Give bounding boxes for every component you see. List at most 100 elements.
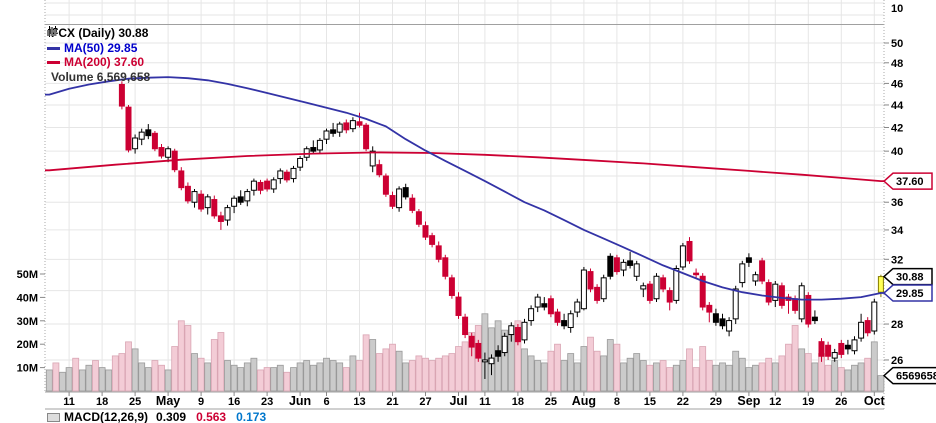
volume-bar bbox=[257, 369, 264, 392]
candle-body bbox=[369, 150, 376, 167]
candle-body bbox=[237, 196, 244, 203]
date-axis-label: 22 bbox=[677, 396, 689, 408]
legend-volume-row: Volume 6,569,658 bbox=[47, 27, 150, 85]
volume-bar bbox=[653, 362, 660, 392]
volume-bar bbox=[422, 357, 429, 392]
volume-bar bbox=[587, 336, 594, 392]
candle-body bbox=[415, 211, 422, 225]
candle-body bbox=[343, 122, 350, 131]
candle-body bbox=[184, 185, 191, 202]
candle-body bbox=[752, 274, 759, 282]
volume-bar bbox=[534, 360, 542, 392]
volume-bar bbox=[78, 369, 86, 392]
volume-bar bbox=[171, 346, 179, 392]
volume-bar bbox=[679, 360, 687, 392]
volume-bar bbox=[72, 357, 80, 392]
volume-bar bbox=[527, 355, 535, 392]
volume-bar bbox=[230, 364, 238, 392]
date-axis-label: 8 bbox=[614, 396, 620, 408]
volume-bar bbox=[382, 348, 390, 392]
price-axis-label: 40 bbox=[891, 146, 903, 158]
candle-body bbox=[567, 313, 574, 329]
candle-body bbox=[699, 275, 706, 308]
date-axis-label: 26 bbox=[835, 396, 847, 408]
volume-bar bbox=[177, 320, 185, 392]
axis-value-tag-text: 37.60 bbox=[896, 176, 924, 188]
price-axis-label: 32 bbox=[891, 254, 903, 266]
candle-body bbox=[389, 195, 396, 207]
price-axis-label: 46 bbox=[891, 78, 903, 90]
candle-body bbox=[422, 225, 429, 238]
legend-symbol-row: FCX (Daily) 30.88 bbox=[47, 26, 150, 41]
candle-body bbox=[264, 180, 271, 190]
date-axis-label: 29 bbox=[710, 396, 722, 408]
volume-bar bbox=[309, 364, 317, 392]
volume-bar bbox=[791, 325, 799, 392]
candle-body bbox=[277, 170, 284, 180]
volume-bar bbox=[375, 353, 383, 392]
candle-body bbox=[851, 339, 858, 352]
candle-body bbox=[838, 342, 845, 355]
volume-bar bbox=[164, 369, 172, 392]
date-axis-label: 21 bbox=[386, 396, 398, 408]
volume-bar bbox=[323, 357, 330, 392]
candle-body bbox=[495, 350, 502, 357]
current-candle-highlighted bbox=[877, 276, 884, 293]
candle-body bbox=[580, 269, 587, 310]
volume-bar bbox=[283, 371, 291, 392]
volume-bar bbox=[118, 353, 126, 392]
chart-legend: FCX (Daily) 30.88 MA(50) 29.85 MA(200) 3… bbox=[47, 26, 150, 84]
date-axis-label: 27 bbox=[419, 396, 431, 408]
axis-value-tag bbox=[882, 172, 933, 190]
volume-bar bbox=[567, 353, 575, 392]
volume-bar bbox=[184, 325, 192, 392]
volume-bar bbox=[316, 362, 324, 392]
top-panel-axis-label: 10 bbox=[891, 3, 903, 15]
axis-value-tag-text: 6569658 bbox=[896, 371, 936, 383]
candle-body bbox=[316, 139, 323, 151]
volume-bar bbox=[606, 339, 614, 392]
candle-body bbox=[719, 318, 726, 327]
candle-body bbox=[488, 357, 495, 365]
candle-body bbox=[178, 170, 185, 189]
volume-bar bbox=[804, 353, 812, 392]
candle-body bbox=[376, 164, 383, 176]
volume-bar bbox=[521, 348, 528, 392]
date-axis-label: 13 bbox=[353, 396, 365, 408]
candle-body bbox=[462, 316, 469, 336]
volume-bar bbox=[672, 364, 680, 392]
volume-axis-label: 10M bbox=[17, 363, 38, 375]
candle-body bbox=[442, 257, 449, 277]
candle-body bbox=[686, 240, 693, 262]
volume-bar bbox=[389, 343, 396, 392]
volume-bar bbox=[540, 362, 548, 392]
candle-body bbox=[798, 285, 805, 320]
candle-body bbox=[165, 148, 172, 158]
candle-body bbox=[151, 132, 158, 150]
volume-bar bbox=[692, 367, 700, 392]
candle-body bbox=[712, 313, 719, 323]
volume-bar bbox=[738, 357, 746, 392]
candle-body bbox=[283, 171, 290, 181]
candle-body bbox=[455, 296, 462, 316]
candle-body bbox=[382, 175, 389, 195]
volume-bar bbox=[276, 364, 284, 392]
volume-bar bbox=[144, 367, 152, 392]
date-axis-label: 12 bbox=[769, 396, 781, 408]
volume-bar bbox=[778, 355, 786, 392]
date-axis-label: 19 bbox=[802, 396, 814, 408]
candle-body bbox=[620, 261, 627, 271]
volume-bar bbox=[45, 369, 53, 392]
symbol-label: FCX (Daily) 30.88 bbox=[51, 26, 149, 40]
price-axis-label: 36 bbox=[891, 197, 903, 209]
candle-body bbox=[732, 288, 739, 320]
date-axis-label: 18 bbox=[96, 396, 108, 408]
volume-bar bbox=[699, 346, 707, 392]
candle-body bbox=[336, 123, 343, 133]
candle-body bbox=[270, 179, 277, 190]
date-axis-label: 11 bbox=[479, 396, 491, 408]
volume-bar bbox=[785, 343, 792, 392]
macd-swatch-icon bbox=[47, 413, 60, 422]
candle-body bbox=[547, 298, 554, 315]
